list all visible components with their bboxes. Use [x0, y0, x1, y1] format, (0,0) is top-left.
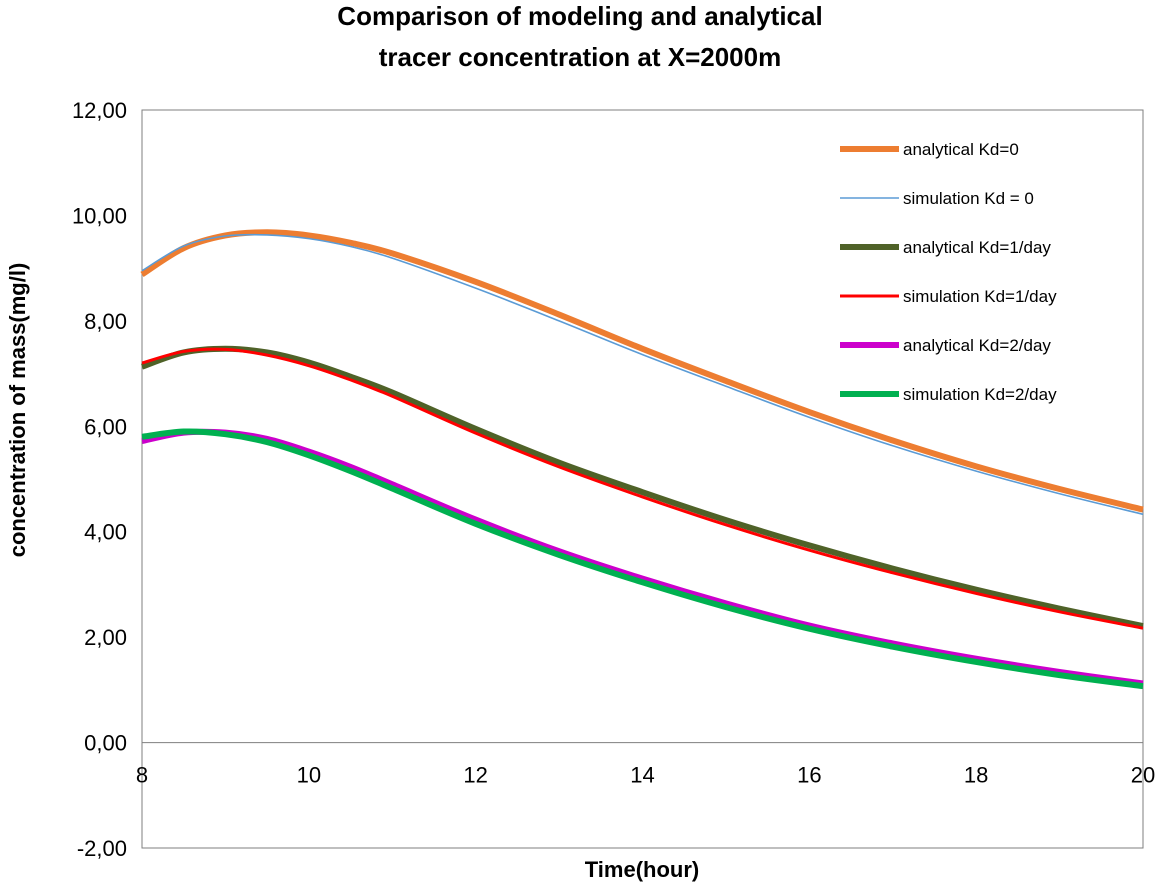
- series-line-3: [140, 345, 1144, 630]
- y-tick-label: 4,00: [84, 520, 127, 545]
- legend-label-1: analytical Kd=0: [903, 140, 1019, 159]
- chart-title-line-2: tracer concentration at X=2000m: [379, 42, 781, 72]
- legend-label-6: simulation Kd=2/day: [903, 385, 1057, 404]
- series-line-1: [140, 229, 1144, 513]
- x-tick-label: 18: [964, 763, 988, 788]
- x-tick-label: 10: [297, 763, 321, 788]
- y-tick-label: 2,00: [84, 625, 127, 650]
- x-tick-label: 8: [136, 763, 148, 788]
- y-tick-label: 8,00: [84, 309, 127, 334]
- x-tick-labels: 8 10 12 14 16 18 20: [136, 763, 1155, 788]
- x-tick-label: 16: [797, 763, 821, 788]
- x-axis-title: Time(hour): [585, 857, 699, 882]
- y-axis-title: concentration of mass(mg/l): [5, 263, 30, 558]
- x-tick-label: 14: [630, 763, 654, 788]
- y-tick-label: -2,00: [77, 836, 127, 861]
- x-tick-label: 20: [1131, 763, 1155, 788]
- series-line-4: [141, 347, 1144, 630]
- legend-label-2: simulation Kd = 0: [903, 189, 1034, 208]
- series-line-2: [141, 233, 1144, 516]
- x-tick-label: 12: [463, 763, 487, 788]
- y-tick-label: 12,00: [72, 98, 127, 123]
- legend-label-5: analytical Kd=2/day: [903, 336, 1051, 355]
- y-tick-labels: -2,00 0,00 2,00 4,00 6,00 8,00 10,00 12,00: [72, 98, 127, 861]
- legend-label-4: simulation Kd=1/day: [903, 287, 1057, 306]
- legend-label-3: analytical Kd=1/day: [903, 238, 1051, 257]
- y-tick-label: 10,00: [72, 203, 127, 228]
- chart-title-line-1: Comparison of modeling and analytical: [337, 1, 822, 31]
- legend: analytical Kd=0 simulation Kd = 0 analytic…: [840, 140, 1057, 404]
- y-tick-label: 6,00: [84, 414, 127, 439]
- plot-area-border: [141, 109, 1144, 849]
- y-tick-label: 0,00: [84, 731, 127, 756]
- series-line-6: [141, 428, 1144, 690]
- series-lines: [140, 229, 1144, 690]
